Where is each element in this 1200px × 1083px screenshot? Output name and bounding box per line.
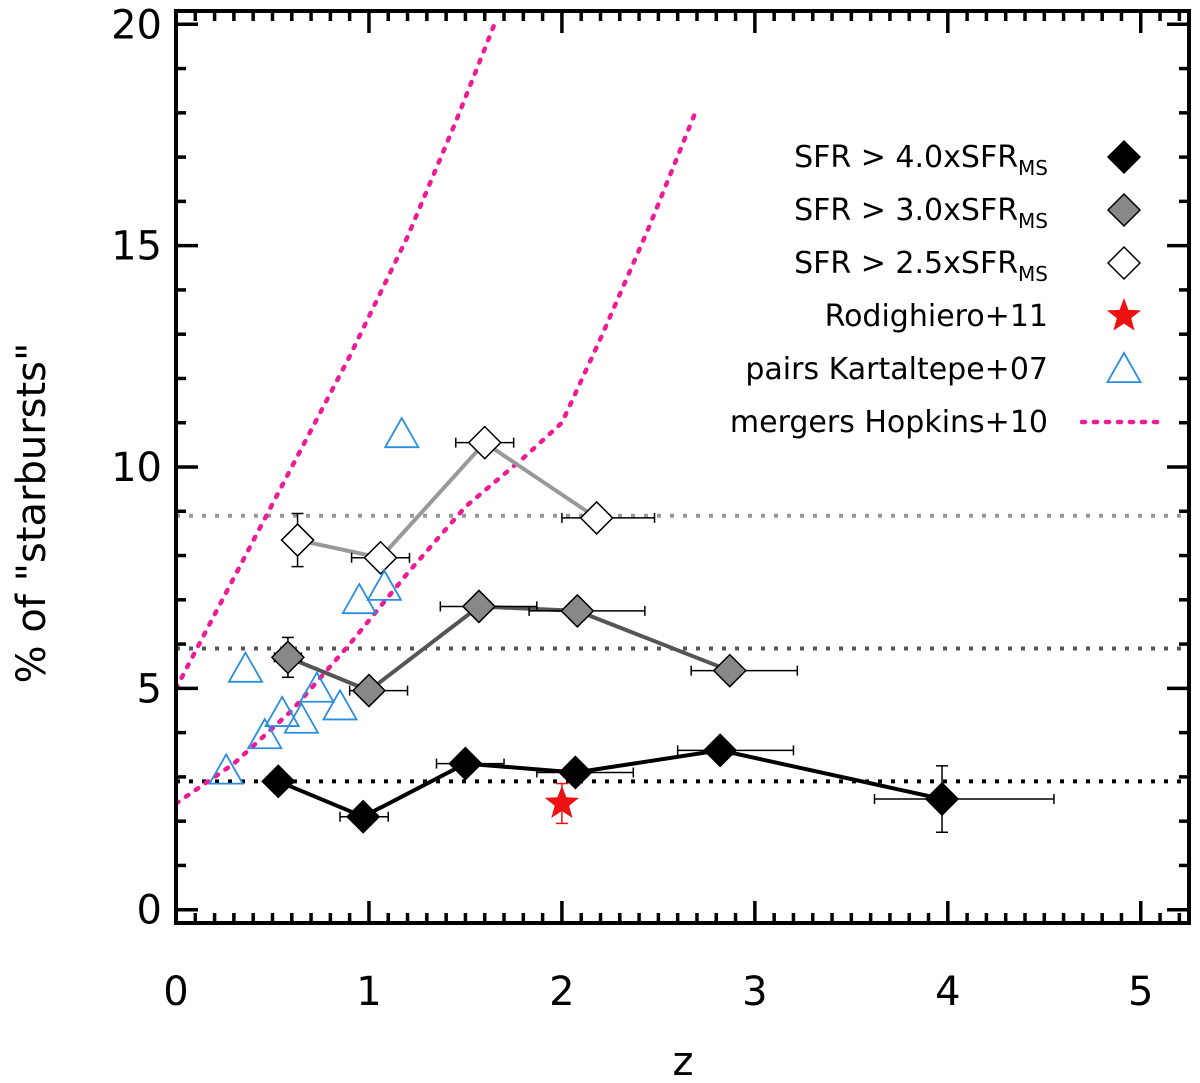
kartaltepe-point-4: [264, 695, 301, 727]
legend-label-6: mergers Hopkins+10: [730, 405, 1048, 440]
reference-lines: [176, 513, 1189, 784]
legend-marker-triangle: [1105, 351, 1143, 384]
legend-label-1: SFR > 4.0xSFRMS: [794, 140, 1048, 180]
x-tick-label: 0: [163, 969, 188, 1015]
series-2-point-1: [270, 640, 305, 675]
legend-label-4: Rodighiero+11: [825, 299, 1048, 334]
series-3-point-4: [579, 500, 614, 535]
series-2-point-2: [351, 673, 387, 708]
series-3-line: [297, 440, 598, 560]
series-3-point-1: [280, 522, 315, 558]
legend-label-2: SFR > 3.0xSFRMS: [794, 193, 1048, 233]
y-axis-title: % of "starbursts": [9, 343, 55, 684]
legend-marker-star: [1106, 298, 1142, 331]
series-1-line: [277, 748, 943, 819]
kartaltepe-point-3: [246, 717, 283, 750]
series-1-point-1: [261, 764, 296, 799]
hopkins-curve-2: [176, 106, 700, 806]
tick-labels: 0 1 2 3 4 5 0 5 10 15 20: [111, 2, 1153, 1015]
series-2-point-3: [461, 589, 496, 624]
error-bars: [273, 437, 1055, 833]
series-1-point-2: [346, 799, 381, 834]
y-tick-label: 20: [111, 2, 162, 48]
series-3-point-2: [363, 540, 398, 575]
hopkins-curve-1: [176, 22, 497, 691]
axis-ticks: [176, 11, 1189, 923]
series-2-point-4: [560, 593, 595, 628]
series-3-point-3: [467, 425, 502, 460]
legend-marker-diamond: [1106, 245, 1142, 281]
kartaltepe-point-5: [283, 701, 320, 734]
y-tick-label: 0: [137, 888, 162, 934]
legend-marker-diamond: [1106, 192, 1142, 228]
hopkins-merger-curves: [176, 22, 700, 806]
series-connecting-lines: [277, 440, 943, 819]
x-axis-title: z: [673, 1039, 694, 1083]
series-1-point-4: [558, 755, 593, 790]
x-tick-label: 2: [549, 969, 574, 1015]
kartaltepe-point-1: [208, 752, 245, 785]
kartaltepe-point-7: [321, 688, 359, 721]
data-markers: [208, 416, 960, 834]
x-tick-label: 5: [1128, 969, 1153, 1015]
kartaltepe-point-10: [383, 416, 420, 449]
legend-label-3: SFR > 2.5xSFRMS: [794, 246, 1048, 286]
series-1-point-6: [924, 781, 960, 817]
kartaltepe-point-6: [298, 670, 335, 703]
y-tick-label: 15: [111, 224, 162, 270]
legend-label-5: pairs Kartaltepe+07: [745, 352, 1048, 387]
y-tick-label: 5: [137, 666, 162, 712]
y-tick-label: 10: [111, 445, 162, 491]
x-tick-label: 1: [356, 969, 381, 1015]
series-1-point-5: [703, 733, 738, 768]
legend: SFR > 4.0xSFRMS SFR > 3.0xSFRMS SFR > 2.5x…: [730, 139, 1161, 440]
rodighiero-point-1: [544, 785, 579, 818]
kartaltepe-point-8: [341, 582, 378, 615]
x-tick-label: 4: [935, 969, 960, 1015]
legend-marker-diamond: [1106, 139, 1142, 175]
series-2-line: [287, 604, 731, 693]
kartaltepe-point-2: [227, 650, 264, 683]
series-1-point-3: [448, 746, 483, 781]
series-2-point-5: [712, 653, 747, 688]
kartaltepe-point-9: [366, 568, 403, 601]
x-tick-label: 3: [742, 969, 767, 1015]
